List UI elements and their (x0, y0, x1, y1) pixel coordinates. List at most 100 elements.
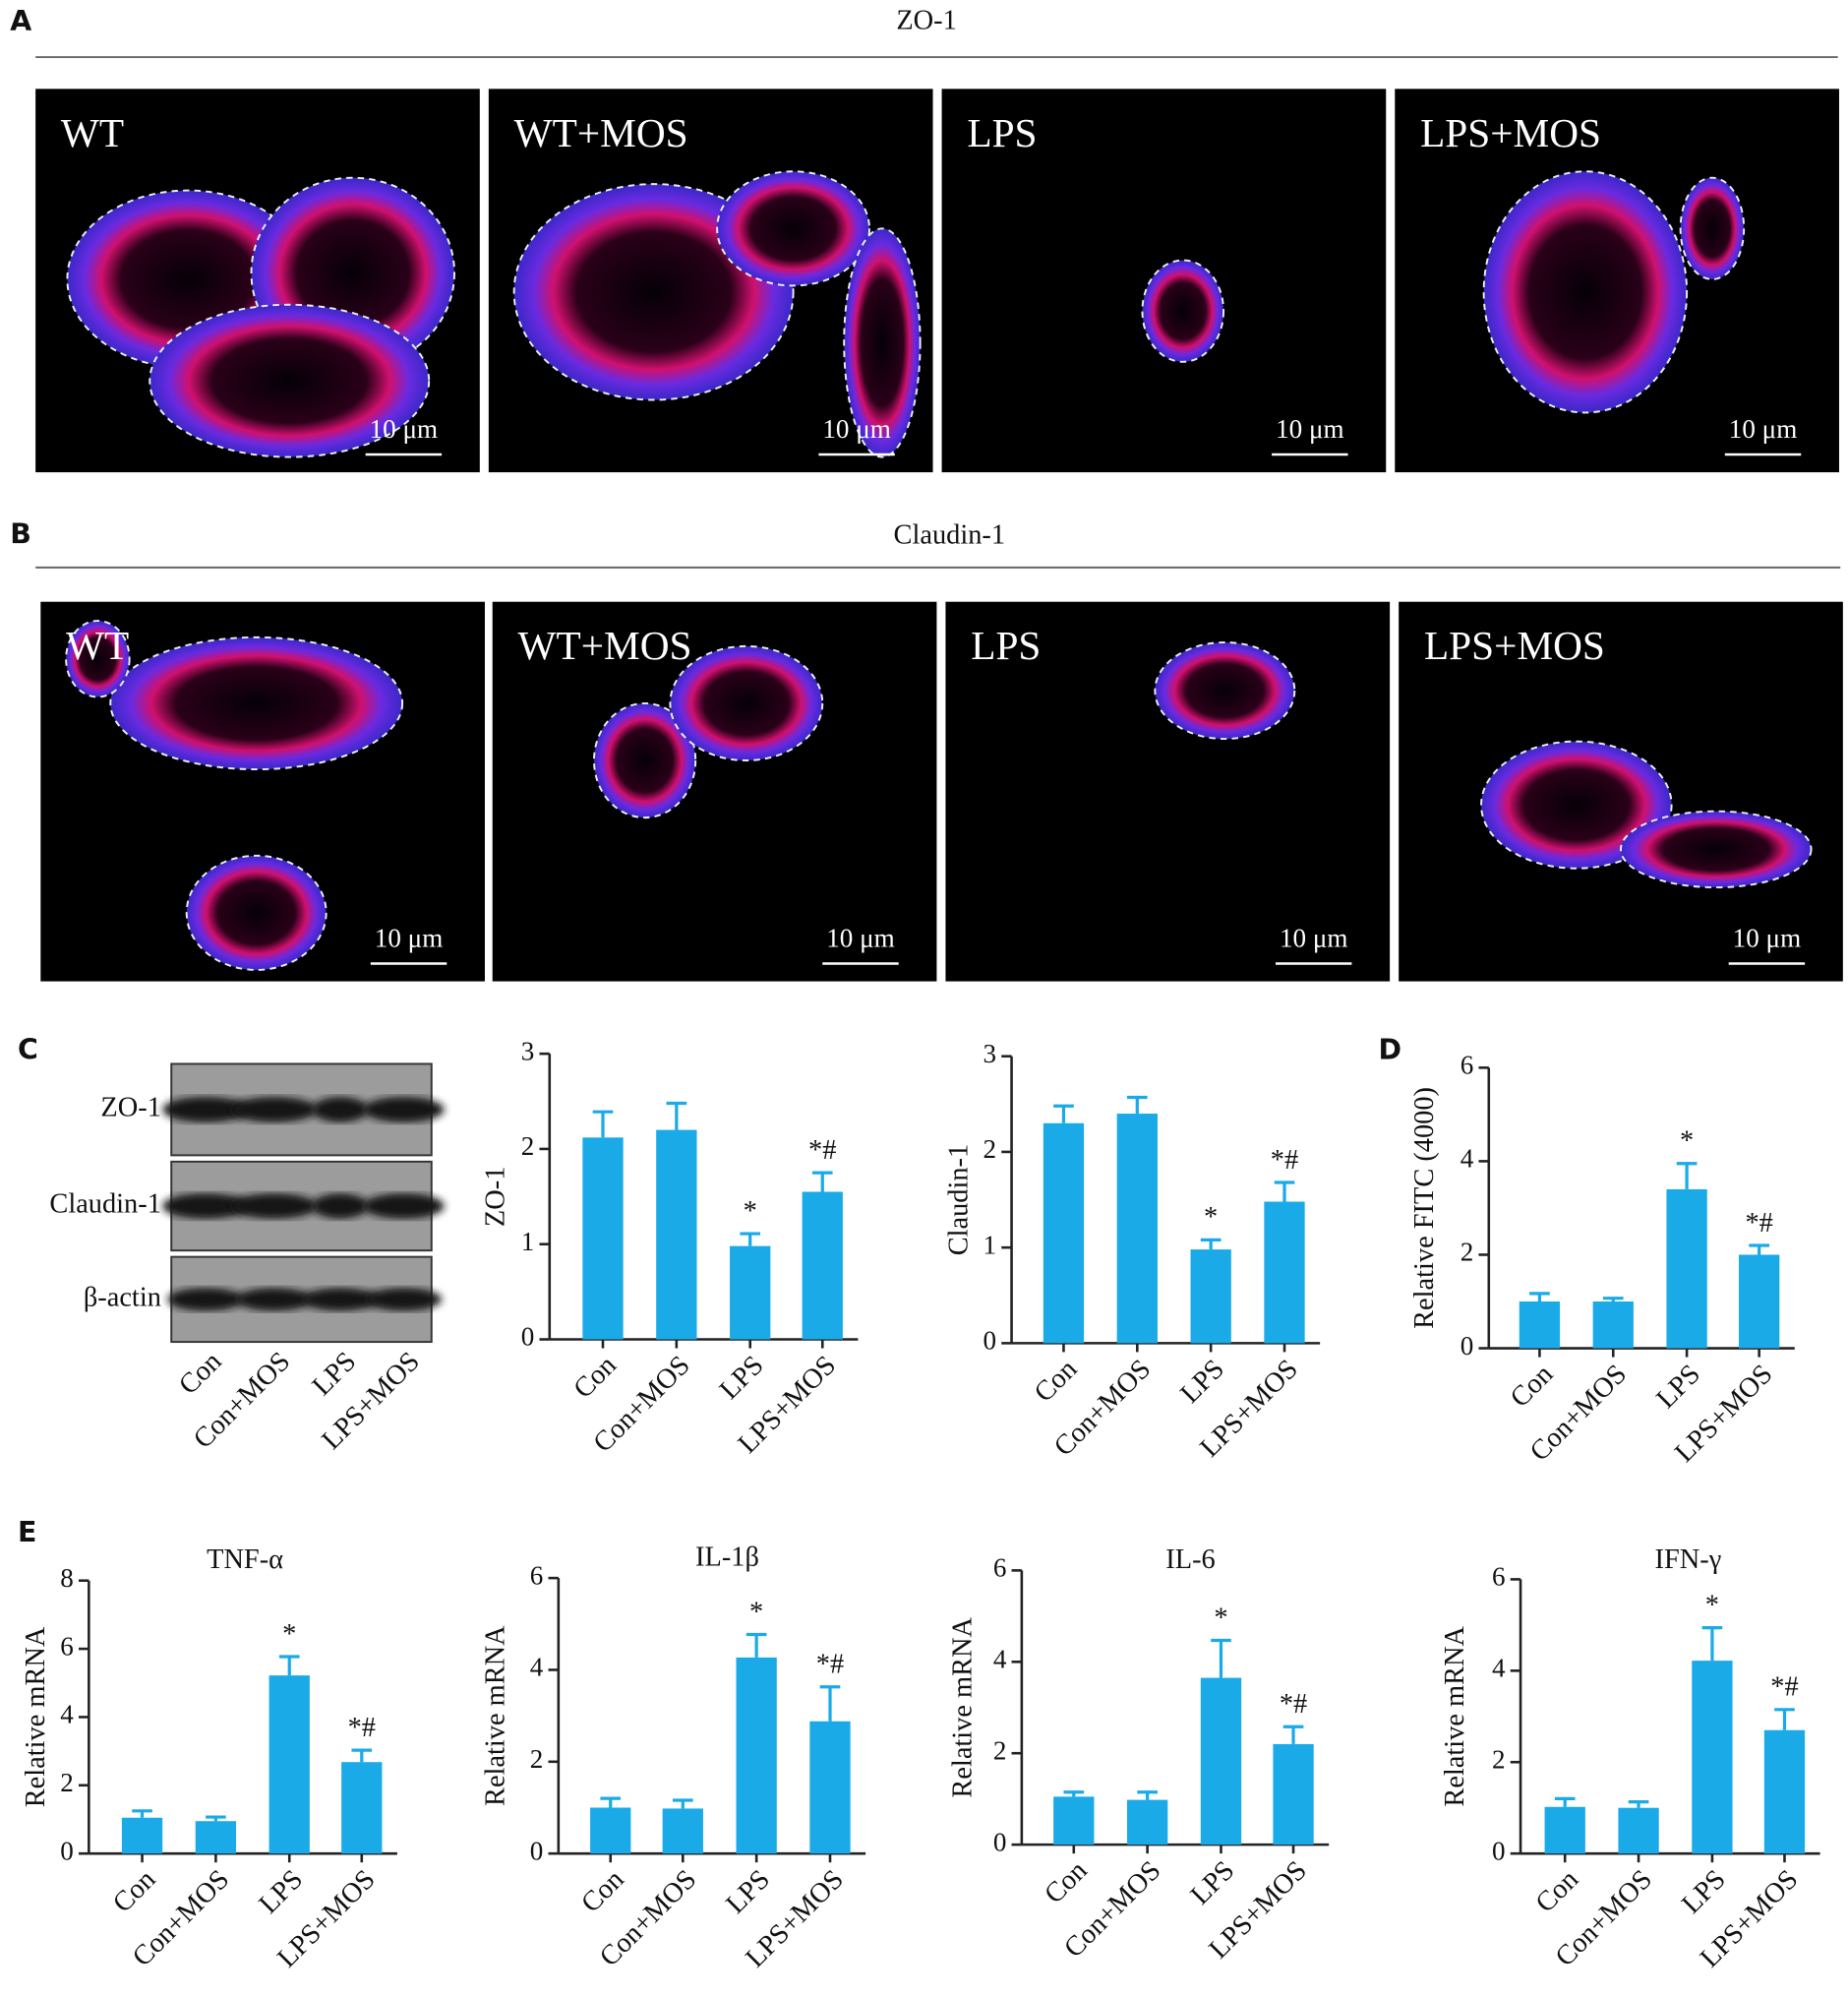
bar (802, 1191, 843, 1340)
significance: * (1705, 1591, 1719, 1621)
x-tick-label: Con (1039, 1855, 1093, 1909)
organoid (1154, 641, 1296, 741)
significance: * (749, 1597, 763, 1627)
y-tick-label: 3 (521, 1036, 535, 1065)
image-label: WT+MOS (514, 110, 688, 155)
y-axis-label: Relative FITC (4000) (1409, 1087, 1440, 1329)
x-tick-label: Con (107, 1864, 161, 1918)
significance: *# (808, 1135, 836, 1166)
band (312, 1097, 369, 1122)
y-axis-label: Relative mRNA (1440, 1625, 1470, 1806)
bar (730, 1245, 771, 1340)
significance: *# (1271, 1145, 1298, 1176)
bar (1739, 1254, 1780, 1349)
y-tick-label: 2 (521, 1131, 535, 1161)
error-bar (351, 1748, 373, 1763)
image-label: WT (61, 110, 124, 155)
significance: * (1204, 1202, 1218, 1233)
significance: * (1214, 1603, 1227, 1633)
bar (1190, 1249, 1231, 1344)
organoid (149, 303, 431, 458)
organoid (1620, 810, 1813, 889)
scale-bar-label: 10 μm (1733, 923, 1801, 952)
error-bar (1211, 1638, 1231, 1678)
bar (1053, 1796, 1095, 1846)
blot-row-label: ZO-1 (100, 1092, 160, 1122)
bar (656, 1129, 697, 1340)
panel-label: C (18, 1034, 38, 1066)
band (302, 1288, 379, 1311)
bar (1618, 1807, 1659, 1854)
chart-title: IL-6 (1165, 1544, 1215, 1575)
significance: * (282, 1619, 296, 1650)
bar (1126, 1799, 1168, 1846)
blot-lane-label: LPS (307, 1346, 363, 1402)
error-bar (1701, 1626, 1723, 1662)
image-label: LPS+MOS (1420, 110, 1601, 155)
y-axis-label: Relative mRNA (21, 1626, 51, 1807)
error-bar (592, 1110, 614, 1138)
organoid (669, 644, 824, 761)
error-bar (278, 1655, 300, 1676)
y-tick-label: 4 (1492, 1654, 1506, 1683)
image-label: LPS+MOS (1424, 623, 1605, 668)
image-label: WT+MOS (518, 623, 692, 668)
scale-bar-label: 10 μm (826, 923, 894, 952)
organoid (1480, 740, 1673, 870)
x-tick-label: LPS (714, 1350, 770, 1406)
blot-row-label: β-actin (84, 1282, 161, 1312)
band (230, 1193, 318, 1219)
significance: *# (1280, 1689, 1307, 1720)
chart-title: IL-1β (695, 1542, 759, 1572)
bar (1592, 1301, 1634, 1349)
organoid (592, 701, 697, 819)
organoid (843, 227, 922, 458)
scale-bar-label: 10 μm (1276, 414, 1343, 444)
chart-title: TNF-α (207, 1544, 283, 1575)
bar (341, 1762, 383, 1854)
error-bar (600, 1796, 622, 1808)
x-tick-label: Con (575, 1864, 629, 1918)
bar (1116, 1114, 1158, 1344)
organoid (716, 170, 870, 287)
panel-label: B (10, 518, 31, 551)
panel-label: E (18, 1516, 36, 1548)
y-tick-label: 0 (521, 1322, 535, 1352)
bar (1200, 1677, 1242, 1846)
image-label: LPS (971, 623, 1041, 668)
bar (736, 1657, 777, 1854)
y-axis-label: Claudin-1 (943, 1144, 974, 1256)
y-tick-label: 0 (984, 1326, 997, 1356)
bar (1043, 1122, 1085, 1344)
error-bar (1529, 1292, 1550, 1302)
error-bar (666, 1101, 687, 1130)
y-tick-label: 0 (1461, 1331, 1474, 1361)
error-bar (819, 1685, 841, 1722)
scale-bar-label: 10 μm (1280, 923, 1347, 952)
error-bar (1126, 1095, 1148, 1115)
band (230, 1097, 318, 1122)
y-tick-label: 2 (984, 1134, 997, 1164)
organoid (109, 635, 404, 771)
bar (1763, 1729, 1806, 1854)
significance: * (744, 1196, 757, 1227)
organoid (185, 854, 328, 971)
y-tick-label: 6 (1461, 1051, 1474, 1080)
y-tick-label: 4 (60, 1700, 74, 1729)
y-tick-label: 8 (60, 1563, 74, 1593)
band (167, 1288, 244, 1311)
blot-row-label: Claudin-1 (49, 1189, 161, 1220)
scale-bar-label: 10 μm (1729, 414, 1797, 444)
organoid (65, 620, 131, 698)
bar (809, 1721, 851, 1854)
y-tick-label: 0 (60, 1836, 74, 1865)
panel-label: D (1379, 1034, 1402, 1066)
bar (662, 1808, 703, 1854)
bar (1692, 1661, 1733, 1854)
organoid (1141, 259, 1225, 363)
band (162, 1097, 249, 1122)
bar (1544, 1806, 1585, 1854)
y-tick-label: 4 (530, 1653, 544, 1682)
error-bar (132, 1809, 152, 1818)
